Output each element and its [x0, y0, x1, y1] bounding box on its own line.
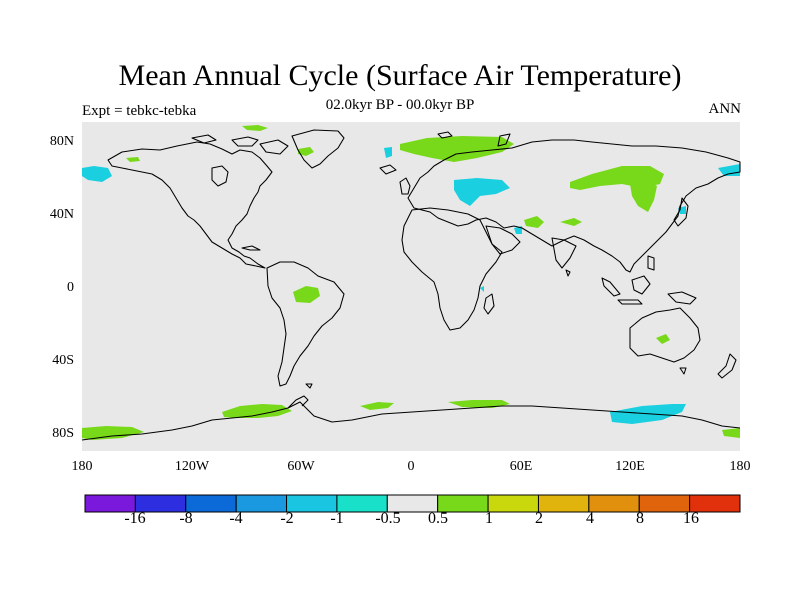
- coast-arctic-islands-3: [191, 134, 217, 144]
- colorbar-label: 8: [636, 510, 644, 527]
- colorbar-label: 2: [535, 510, 543, 527]
- plot-subtitle: 02.0kyr BP - 00.0kyr BP: [325, 97, 475, 113]
- anomaly-alaska: [82, 166, 112, 182]
- anomaly-mongolia: [630, 180, 657, 212]
- coast-arctic-islands-1: [231, 136, 259, 147]
- world-map: [81, 122, 741, 451]
- coast-new-guinea: [667, 291, 697, 305]
- coastlines: [81, 129, 741, 441]
- anomaly-ross-sea-east: [722, 428, 740, 438]
- lon-tick-120e: 120E: [615, 459, 645, 474]
- anomaly-arctic-canada-1: [298, 147, 314, 156]
- lat-tick-80s: 80S: [52, 426, 74, 441]
- coast-antarctica: [81, 401, 741, 441]
- lon-tick-120w: 120W: [174, 459, 210, 474]
- anomaly-svalbard: [384, 147, 392, 158]
- colorbar-label: -4: [229, 510, 243, 527]
- coast-britain: [399, 177, 411, 195]
- coast-iceland: [379, 164, 397, 175]
- anomaly-east-africa: [480, 286, 484, 292]
- lon-tick-60w: 60W: [287, 459, 315, 474]
- anomaly-layer: [82, 125, 740, 440]
- colorbar-label: 0.5: [428, 510, 448, 527]
- coast-hudson-bay: [211, 165, 229, 187]
- coast-north-america: [107, 141, 273, 269]
- coast-south-america: [266, 261, 345, 387]
- anomaly-scandinavia-russia: [400, 136, 514, 162]
- anomaly-arctic-canada-2: [126, 157, 140, 162]
- anomaly-north-atlantic: [242, 125, 268, 131]
- plot-title: Mean Annual Cycle (Surface Air Temperatu…: [118, 59, 682, 92]
- map-panel: 80N 40N 0 40S 80S: [50, 122, 741, 451]
- anomaly-ross-sea-west: [82, 426, 144, 440]
- colorbar-box: [689, 494, 741, 513]
- lon-tick-60e: 60E: [509, 459, 533, 474]
- colorbar-label: -1: [330, 510, 344, 527]
- lat-tick-40s: 40S: [52, 353, 74, 368]
- colorbar: [84, 494, 741, 513]
- lon-tick-0: 0: [407, 459, 415, 474]
- anomaly-east-antarctic-1: [360, 402, 394, 410]
- coast-borneo: [631, 275, 651, 295]
- colorbar-label: -8: [179, 510, 193, 527]
- coast-greenland: [291, 129, 345, 169]
- coast-novaya-zemlya: [497, 133, 511, 147]
- coast-antarctic-peninsula: [287, 395, 309, 409]
- coast-eurasia: [407, 139, 741, 273]
- coast-falklands: [305, 383, 313, 389]
- colorbar-label: -2: [280, 510, 294, 527]
- anomaly-tibet: [560, 218, 582, 226]
- coast-sri-lanka: [565, 269, 571, 277]
- coast-tasmania: [679, 367, 687, 375]
- colorbar-label: -0.5: [375, 510, 401, 527]
- season-label: ANN: [708, 101, 742, 117]
- anomaly-australia: [656, 334, 670, 344]
- coast-new-zealand: [717, 353, 737, 379]
- coast-svalbard: [437, 131, 453, 139]
- colorbar-label: 1: [485, 510, 493, 527]
- colorbar-label: 16: [683, 510, 699, 527]
- coast-india: [551, 237, 577, 269]
- anomaly-central-asia: [524, 216, 544, 228]
- coast-java: [617, 299, 643, 305]
- lon-tick-180w: 180: [71, 459, 93, 474]
- lat-tick-80n: 80N: [49, 134, 74, 149]
- anomaly-antarctic-peninsula: [222, 404, 292, 418]
- coast-madagascar: [483, 293, 495, 315]
- lat-tick-eq: 0: [67, 280, 74, 295]
- coast-australia: [629, 307, 701, 363]
- coast-arabia: [485, 225, 521, 255]
- coast-japan: [673, 197, 689, 227]
- coast-sumatra: [601, 277, 621, 297]
- coast-arctic-islands-2: [259, 139, 289, 155]
- coast-africa: [401, 207, 503, 331]
- colorbar-label: 4: [586, 510, 594, 527]
- lat-tick-40n: 40N: [49, 207, 74, 222]
- lon-tick-180e: 180: [729, 459, 751, 474]
- colorbar-label: -16: [124, 510, 146, 527]
- experiment-label: Expt = tebkc-tebka: [82, 103, 197, 119]
- anomaly-amazon: [293, 286, 320, 303]
- coast-philippines: [647, 255, 655, 271]
- coast-cuba: [241, 245, 261, 251]
- anomaly-eastern-europe: [454, 178, 510, 206]
